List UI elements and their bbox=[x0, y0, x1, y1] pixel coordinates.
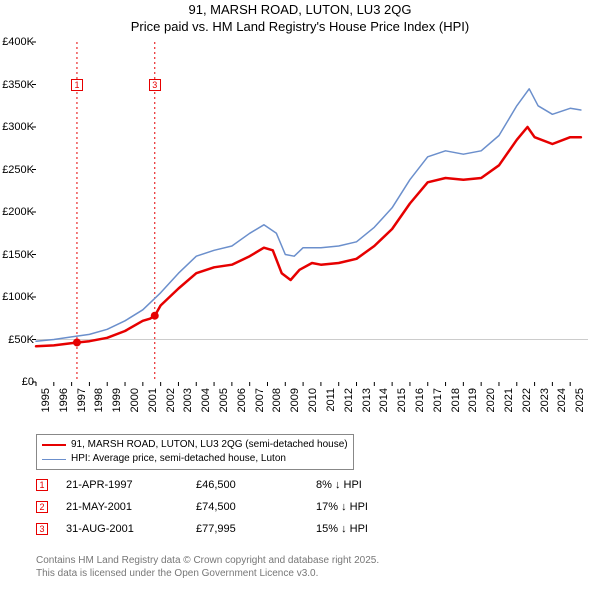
y-tick-label: £150K bbox=[2, 249, 34, 261]
legend-label: HPI: Average price, semi-detached house,… bbox=[71, 452, 286, 466]
y-tick-label: £200K bbox=[2, 206, 34, 218]
x-tick-label: 2004 bbox=[200, 388, 212, 412]
x-tick-label: 2025 bbox=[574, 388, 586, 412]
x-tick-label: 2013 bbox=[361, 388, 373, 412]
y-tick-label: £350K bbox=[2, 79, 34, 91]
x-tick-label: 2011 bbox=[325, 388, 337, 412]
transaction-row: 1 21-APR-1997£46,5008% ↓ HPI bbox=[36, 474, 396, 496]
x-tick-label: 2014 bbox=[378, 388, 390, 412]
chart-title: 91, MARSH ROAD, LUTON, LU3 2QG Price pai… bbox=[0, 0, 600, 36]
footer-line1: Contains HM Land Registry data © Crown c… bbox=[36, 554, 379, 567]
transaction-row: 3 31-AUG-2001£77,99515% ↓ HPI bbox=[36, 518, 396, 540]
x-tick-label: 2002 bbox=[165, 388, 177, 412]
x-tick-label: 2015 bbox=[396, 388, 408, 412]
sale-marker-label: 3 bbox=[149, 79, 161, 91]
legend: 91, MARSH ROAD, LUTON, LU3 2QG (semi-det… bbox=[36, 434, 354, 470]
footer-line2: This data is licensed under the Open Gov… bbox=[36, 567, 379, 580]
x-tick-label: 2010 bbox=[307, 388, 319, 412]
y-tick-label: £50K bbox=[8, 334, 34, 346]
x-tick-label: 2022 bbox=[521, 388, 533, 412]
transaction-price: £74,500 bbox=[196, 501, 316, 513]
transactions-table: 1 21-APR-1997£46,5008% ↓ HPI 2 21-MAY-2001£… bbox=[36, 474, 396, 540]
sale-marker-label: 1 bbox=[71, 79, 83, 91]
x-tick-label: 1996 bbox=[58, 388, 70, 412]
title-line2: Price paid vs. HM Land Registry's House … bbox=[0, 19, 600, 36]
x-tick-label: 2005 bbox=[218, 388, 230, 412]
x-tick-label: 2006 bbox=[236, 388, 248, 412]
legend-item: HPI: Average price, semi-detached house,… bbox=[42, 452, 348, 466]
x-tick-label: 2021 bbox=[503, 388, 515, 412]
transaction-date: 21-APR-1997 bbox=[66, 479, 196, 491]
x-tick-label: 2000 bbox=[129, 388, 141, 412]
y-tick-label: £400K bbox=[2, 36, 34, 48]
transaction-price: £46,500 bbox=[196, 479, 316, 491]
x-tick-label: 2023 bbox=[539, 388, 551, 412]
plot-area bbox=[36, 42, 588, 382]
transaction-delta: 8% ↓ HPI bbox=[316, 479, 396, 491]
x-tick-label: 2018 bbox=[450, 388, 462, 412]
y-tick-label: £250K bbox=[2, 164, 34, 176]
x-tick-label: 2019 bbox=[467, 388, 479, 412]
x-tick-label: 2009 bbox=[289, 388, 301, 412]
chart-container: 91, MARSH ROAD, LUTON, LU3 2QG Price pai… bbox=[0, 0, 600, 590]
y-tick-label: £0 bbox=[22, 376, 34, 388]
x-tick-label: 1997 bbox=[76, 388, 88, 412]
x-tick-label: 2020 bbox=[485, 388, 497, 412]
legend-label: 91, MARSH ROAD, LUTON, LU3 2QG (semi-det… bbox=[71, 438, 348, 452]
x-tick-label: 2008 bbox=[271, 388, 283, 412]
x-tick-label: 2024 bbox=[556, 388, 568, 412]
footer: Contains HM Land Registry data © Crown c… bbox=[36, 554, 379, 580]
transaction-date: 31-AUG-2001 bbox=[66, 523, 196, 535]
transaction-price: £77,995 bbox=[196, 523, 316, 535]
legend-item: 91, MARSH ROAD, LUTON, LU3 2QG (semi-det… bbox=[42, 438, 348, 452]
x-tick-label: 2003 bbox=[182, 388, 194, 412]
y-tick-label: £300K bbox=[2, 121, 34, 133]
transaction-marker: 1 bbox=[36, 479, 48, 491]
x-tick-label: 2012 bbox=[343, 388, 355, 412]
legend-swatch bbox=[42, 444, 66, 446]
x-tick-label: 1995 bbox=[40, 388, 52, 412]
x-tick-label: 2017 bbox=[432, 388, 444, 412]
transaction-delta: 17% ↓ HPI bbox=[316, 501, 396, 513]
transaction-row: 2 21-MAY-2001£74,50017% ↓ HPI bbox=[36, 496, 396, 518]
x-tick-label: 2007 bbox=[254, 388, 266, 412]
plot-svg bbox=[36, 42, 588, 382]
transaction-marker: 2 bbox=[36, 501, 48, 513]
x-tick-label: 2001 bbox=[147, 388, 159, 412]
title-line1: 91, MARSH ROAD, LUTON, LU3 2QG bbox=[0, 2, 600, 19]
x-tick-label: 1998 bbox=[93, 388, 105, 412]
legend-swatch bbox=[42, 459, 66, 460]
y-tick-label: £100K bbox=[2, 291, 34, 303]
x-tick-label: 2016 bbox=[414, 388, 426, 412]
transaction-date: 21-MAY-2001 bbox=[66, 501, 196, 513]
x-tick-label: 1999 bbox=[111, 388, 123, 412]
transaction-marker: 3 bbox=[36, 523, 48, 535]
transaction-delta: 15% ↓ HPI bbox=[316, 523, 396, 535]
